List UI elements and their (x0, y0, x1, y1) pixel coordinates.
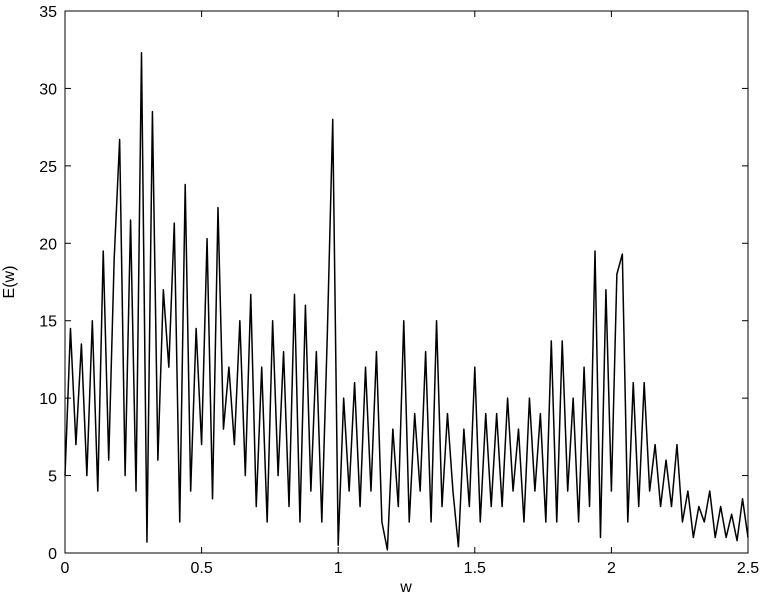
y-tick-label: 30 (39, 81, 57, 98)
x-tick-label: 2 (607, 560, 616, 577)
y-tick-label: 5 (48, 469, 57, 486)
y-axis-label: E(w) (1, 266, 18, 299)
x-axis-label: w (399, 579, 412, 596)
x-tick-label: 0.5 (190, 560, 212, 577)
plot-frame (64, 10, 749, 554)
y-tick-label: 15 (39, 314, 57, 331)
x-tick-label: 2.5 (737, 560, 759, 577)
x-tick-label: 1 (334, 560, 343, 577)
y-tick-label: 35 (39, 4, 57, 21)
y-tick-label: 10 (39, 391, 57, 408)
y-tick-label: 0 (48, 546, 57, 563)
x-tick-label: 1.5 (464, 560, 486, 577)
y-tick-label: 20 (39, 236, 57, 253)
data-line (64, 52, 749, 551)
y-tick-label: 25 (39, 159, 57, 176)
x-tick-label: 0 (61, 560, 70, 577)
